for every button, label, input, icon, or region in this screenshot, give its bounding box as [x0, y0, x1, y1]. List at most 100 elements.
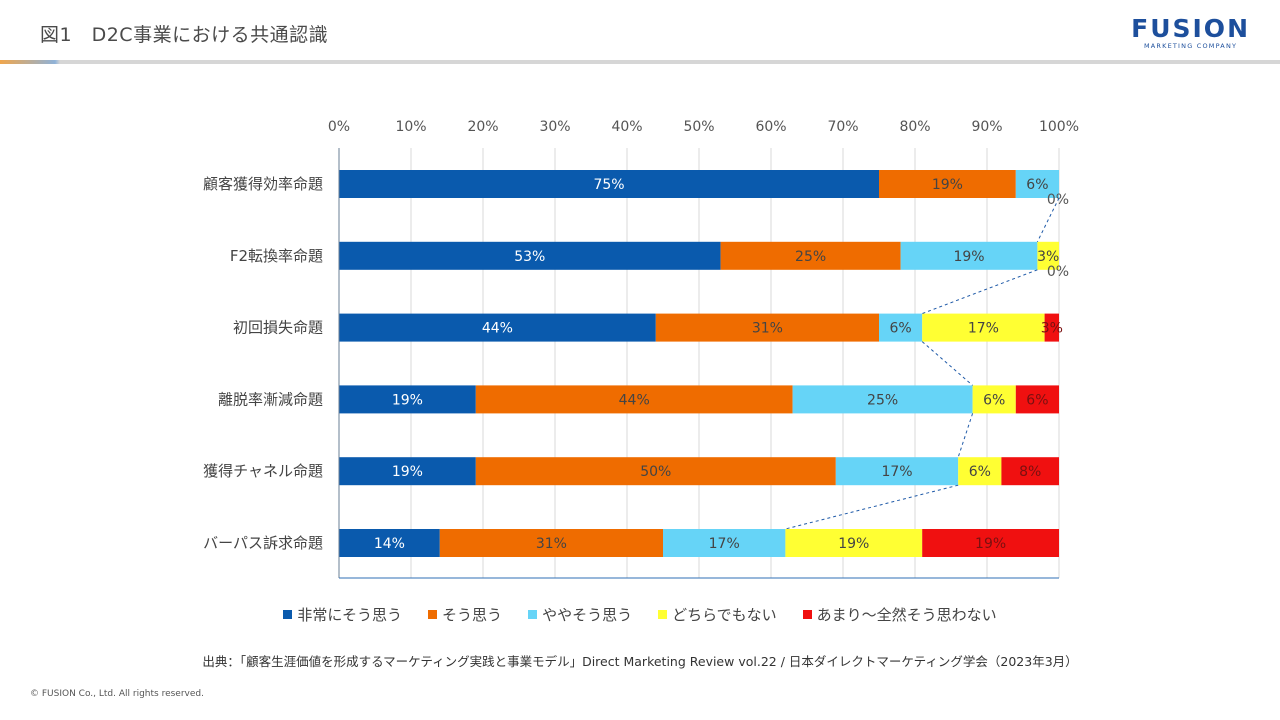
- bar-segment: [922, 529, 1059, 557]
- data-label: 19%: [392, 464, 423, 480]
- x-tick-label: 0%: [328, 119, 350, 135]
- legend-label: 非常にそう思う: [297, 606, 403, 624]
- legend-label: どちらでもない: [672, 606, 777, 624]
- connector-line: [785, 484, 959, 530]
- category-label: 離脱率漸減命題: [218, 390, 323, 408]
- data-label: 53%: [514, 249, 545, 265]
- data-label: 0%: [1047, 264, 1069, 280]
- bar-segment: [792, 385, 973, 414]
- bar-segment: [1015, 170, 1059, 198]
- bar-segment: [879, 170, 1016, 198]
- page-title: 図1 D2C事業における共通認識: [40, 24, 329, 46]
- data-label: 19%: [838, 536, 869, 552]
- chart-legend: 非常にそう思う そう思う ややそう思う どちらでもない あまり～全然そう思わない: [0, 604, 1280, 625]
- category-label: 顧客獲得効率命題: [203, 175, 323, 193]
- legend-swatch-icon: [802, 610, 812, 619]
- category-label: F2転換率命題: [230, 247, 323, 265]
- bar-segment: [1044, 313, 1059, 342]
- data-label: 3%: [1041, 321, 1063, 337]
- source-citation: 出典：「顧客生涯価値を形成するマーケティング実践と事業モデル」Direct Ma…: [202, 654, 1078, 669]
- data-label: 44%: [619, 392, 650, 408]
- bar-segment: [655, 313, 879, 342]
- x-tick-label: 60%: [755, 119, 786, 135]
- bar-segment: [720, 241, 901, 270]
- data-label: 6%: [1026, 392, 1048, 408]
- bar-segment: [339, 529, 440, 557]
- bar-segment: [475, 457, 836, 486]
- data-label: 6%: [889, 321, 911, 337]
- legend-label: あまり～全然そう思わない: [816, 606, 997, 624]
- data-label: 6%: [983, 392, 1005, 408]
- data-label: 25%: [867, 392, 898, 408]
- data-label: 19%: [953, 249, 984, 265]
- x-tick-label: 30%: [539, 119, 570, 135]
- x-tick-label: 10%: [395, 119, 426, 135]
- data-label: 17%: [881, 464, 912, 480]
- connector-line: [1036, 197, 1060, 243]
- copyright-notice: © FUSION Co., Ltd. All rights reserved.: [30, 689, 204, 699]
- bar-segment: [339, 385, 476, 414]
- stacked-bar-chart: 0% 10% 20% 30% 40% 50% 60% 70% 80% 90% 100% 75% 53% 4…: [203, 119, 1079, 579]
- data-label: 6%: [1026, 177, 1048, 193]
- data-label: 31%: [752, 321, 783, 337]
- bar-segment: [339, 313, 656, 342]
- data-label: 17%: [709, 536, 740, 552]
- header-divider: [0, 60, 1280, 64]
- x-tick-label: 90%: [971, 119, 1002, 135]
- bar-segment: [958, 457, 1002, 486]
- data-label: 6%: [969, 464, 991, 480]
- bar-segment: [339, 170, 879, 198]
- bar-segment: [339, 457, 476, 486]
- bar-segment: [1037, 241, 1059, 270]
- data-label: 19%: [975, 536, 1006, 552]
- category-label: 獲得チャネル命題: [203, 462, 323, 480]
- bar-segment: [1015, 385, 1059, 414]
- legend-swatch-icon: [528, 610, 538, 619]
- x-tick-label: 70%: [827, 119, 858, 135]
- data-label: 19%: [392, 392, 423, 408]
- bar-segment: [339, 241, 721, 270]
- data-label: 8%: [1019, 464, 1041, 480]
- category-label: 初回損失命題: [233, 319, 323, 337]
- logo-wordmark: FUSION: [1131, 14, 1250, 43]
- connector-line: [957, 413, 974, 458]
- data-label: 14%: [374, 536, 405, 552]
- bar-segment: [879, 313, 923, 342]
- category-label: バーパス訴求命題: [203, 534, 323, 552]
- data-label: 31%: [536, 536, 567, 552]
- data-label: 3%: [1037, 249, 1059, 265]
- data-label: 75%: [593, 177, 624, 193]
- legend-swatch-icon: [658, 610, 668, 619]
- connector-line: [922, 269, 1038, 315]
- bar-segment: [785, 529, 923, 557]
- x-tick-label: 20%: [467, 119, 498, 135]
- bar-segment: [972, 385, 1016, 414]
- data-label: 50%: [640, 464, 671, 480]
- x-tick-label: 40%: [611, 119, 642, 135]
- legend-item: そう思う: [428, 604, 502, 625]
- x-tick-label: 100%: [1039, 119, 1079, 135]
- legend-item: どちらでもない: [658, 604, 777, 625]
- x-tick-label: 50%: [683, 119, 714, 135]
- legend-swatch-icon: [428, 610, 438, 619]
- bar-segment: [835, 457, 959, 486]
- legend-item: あまり～全然そう思わない: [802, 604, 997, 625]
- legend-swatch-icon: [283, 610, 293, 619]
- legend-label: ややそう思う: [542, 606, 633, 624]
- legend-item: ややそう思う: [528, 604, 632, 625]
- bar-segment: [663, 529, 786, 557]
- bar-segment: [922, 313, 1045, 342]
- x-tick-label: 80%: [899, 119, 930, 135]
- data-label: 25%: [795, 249, 826, 265]
- legend-item: 非常にそう思う: [283, 604, 402, 625]
- logo-tagline: MARKETING COMPANY: [1143, 42, 1238, 50]
- bar-segment: [900, 241, 1038, 270]
- data-label: 44%: [482, 321, 513, 337]
- bar-segment: [439, 529, 663, 557]
- bar-segment: [1001, 457, 1059, 486]
- data-label: 19%: [932, 177, 963, 193]
- data-label: 17%: [968, 321, 999, 337]
- legend-label: そう思う: [442, 606, 503, 624]
- bar-segment: [475, 385, 793, 414]
- fusion-logo: FUSION MARKETING COMPANY: [1131, 16, 1250, 51]
